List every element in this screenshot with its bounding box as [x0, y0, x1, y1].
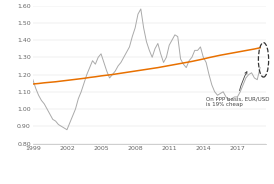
Text: On PPP basis, EUR/USD
is 19% cheap: On PPP basis, EUR/USD is 19% cheap	[206, 72, 269, 107]
